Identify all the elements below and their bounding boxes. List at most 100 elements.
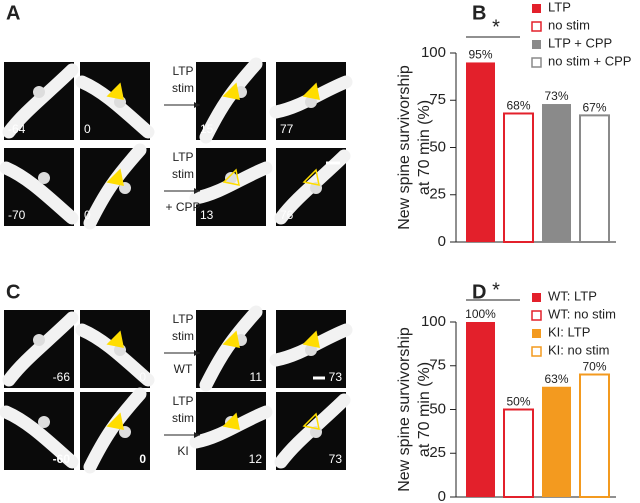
- dendrite: [189, 405, 273, 449]
- time-label: 73: [329, 370, 343, 384]
- y-tick-label: 0: [438, 233, 446, 250]
- arrow-label: stim: [172, 329, 194, 343]
- time-label: -60: [53, 452, 71, 466]
- bar: [579, 114, 610, 243]
- arrow-label: stim: [172, 411, 194, 425]
- arrow-head: [194, 188, 200, 194]
- time-label: 13: [200, 208, 214, 222]
- dendrite: [0, 405, 79, 469]
- value-label: 63%: [544, 372, 568, 386]
- legend-swatch: [531, 346, 542, 357]
- panel-label: C: [6, 281, 20, 303]
- arrowhead: [106, 412, 124, 430]
- time-label: -66: [53, 370, 71, 384]
- bar: [466, 62, 495, 243]
- arrow-head: [194, 102, 200, 108]
- arrowhead: [106, 82, 124, 100]
- legend-swatch: [532, 40, 541, 49]
- time-label: 0: [84, 208, 91, 222]
- y-tick-label: 50: [429, 138, 446, 155]
- spine: [38, 172, 50, 184]
- dendrite: [2, 63, 79, 139]
- value-label: 73%: [544, 89, 568, 103]
- y-tick-label: 25: [429, 186, 446, 203]
- spine: [33, 86, 45, 98]
- time-label: -64: [8, 122, 26, 136]
- arrowhead: [106, 330, 124, 348]
- time-label: 0: [84, 122, 91, 136]
- legend-label: no stim + CPP: [548, 53, 631, 68]
- panel-label: B: [472, 2, 486, 24]
- spine: [305, 96, 317, 108]
- arrow-label: stim: [172, 81, 194, 95]
- bar: [503, 112, 534, 244]
- spine: [33, 334, 45, 346]
- arrowhead: [222, 412, 240, 430]
- panel-label: D: [472, 281, 486, 303]
- value-label: 70%: [582, 360, 606, 374]
- time-label: 76: [280, 208, 294, 222]
- legend-label: KI: no stim: [548, 342, 609, 357]
- legend-swatch: [531, 57, 542, 68]
- arrowhead: [302, 330, 320, 348]
- dendrite: [83, 143, 147, 230]
- dendrite: [83, 387, 147, 474]
- y-tick-label: 100: [421, 44, 446, 61]
- arrow-label: LTP: [172, 312, 193, 326]
- y-axis-label: at 70 min (%): [416, 100, 433, 195]
- bar: [503, 408, 534, 498]
- time-label: 73: [329, 452, 343, 466]
- arrowhead: [302, 82, 320, 100]
- bar: [466, 322, 495, 497]
- dendrite: [0, 161, 79, 225]
- value-label: 68%: [506, 99, 530, 113]
- significance-star: *: [492, 279, 500, 301]
- dendrite: [2, 311, 79, 387]
- y-tick-label: 25: [429, 444, 446, 461]
- legend-swatch: [532, 293, 541, 302]
- arrow-label: KI: [177, 444, 188, 458]
- bar: [542, 386, 571, 497]
- dendrite: [199, 305, 263, 392]
- spine: [38, 416, 50, 428]
- dendrite: [199, 57, 263, 144]
- legend-label: WT: LTP: [548, 288, 597, 303]
- y-axis-label: New spine survivorship: [396, 65, 413, 230]
- value-label: 95%: [468, 48, 492, 62]
- y-tick-label: 0: [438, 488, 446, 503]
- legend-label: WT: no stim: [548, 306, 616, 321]
- legend-swatch: [531, 21, 542, 32]
- dendrite: [189, 161, 273, 205]
- y-tick-label: 75: [429, 357, 446, 374]
- y-axis-label: New spine survivorship: [396, 327, 413, 492]
- time-label: 77: [280, 122, 294, 136]
- bar: [579, 373, 610, 498]
- y-tick-label: 50: [429, 400, 446, 417]
- legend-swatch: [532, 4, 541, 13]
- significance-star: *: [492, 16, 500, 38]
- arrow-label: LTP: [172, 64, 193, 78]
- time-label: 0: [139, 370, 146, 384]
- arrowhead: [302, 412, 320, 430]
- time-label: 11: [250, 370, 263, 384]
- panel-label: A: [6, 2, 20, 24]
- time-label: 12: [249, 452, 263, 466]
- time-label: 15: [200, 122, 214, 136]
- value-label: 50%: [506, 395, 530, 409]
- arrow-head: [194, 432, 200, 438]
- arrow-label: + CPP: [165, 200, 200, 214]
- arrow-label: WT: [174, 362, 193, 376]
- y-tick-label: 100: [421, 313, 446, 330]
- arrow-label: stim: [172, 167, 194, 181]
- arrowhead: [222, 330, 240, 348]
- spine: [225, 172, 237, 184]
- arrowhead: [222, 168, 240, 186]
- legend-label: KI: LTP: [548, 324, 590, 339]
- legend-label: LTP + CPP: [548, 35, 612, 50]
- time-label: 0: [139, 452, 146, 466]
- time-label: -70: [8, 208, 26, 222]
- value-label: 100%: [465, 307, 496, 321]
- arrowhead: [302, 168, 320, 186]
- arrow-label: LTP: [172, 394, 193, 408]
